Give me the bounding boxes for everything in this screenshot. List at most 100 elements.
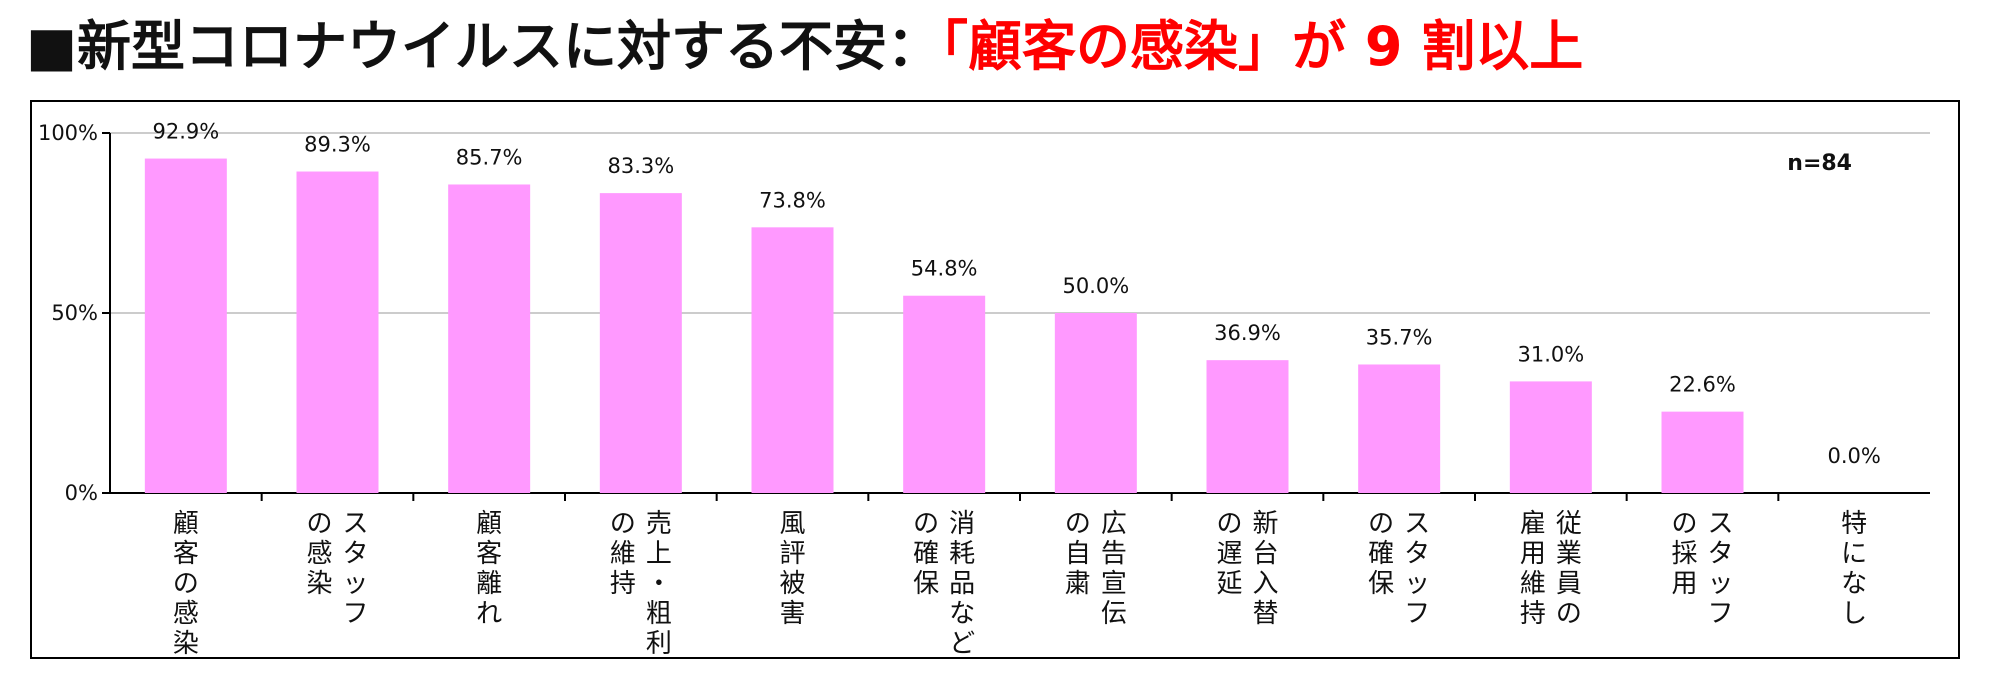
data-label: 50.0% [1062, 274, 1129, 298]
data-label: 89.3% [304, 133, 371, 157]
page-title-prefix: ■新型コロナウイルスに対する不安： [26, 15, 942, 78]
bar [751, 227, 834, 493]
category-char: 伝 [1101, 599, 1127, 629]
bar [1661, 411, 1744, 493]
bar [296, 171, 379, 493]
category-char: の [1368, 509, 1394, 539]
category-char: の [1671, 509, 1697, 539]
category-char: 保 [1368, 569, 1394, 599]
category-char: な [1841, 569, 1867, 599]
category-char: 持 [1520, 599, 1546, 629]
category-char: の [1556, 599, 1582, 629]
category-char: 品 [949, 569, 975, 599]
data-label: 0.0% [1827, 444, 1880, 468]
category-char: 確 [1368, 539, 1394, 569]
sample-size-label: n=84 [1787, 151, 1852, 176]
category-char: れ [476, 599, 502, 629]
category-char: 離 [476, 569, 502, 599]
data-label: 54.8% [911, 257, 978, 281]
category-char: ッ [1404, 569, 1430, 599]
category-char: の [306, 509, 332, 539]
category-char: ス [342, 509, 368, 539]
category-char: 確 [913, 539, 939, 569]
category-char: の [173, 569, 199, 599]
category-char: 利 [646, 629, 672, 659]
bar [1509, 381, 1592, 493]
category-char: 従 [1556, 509, 1582, 539]
category-char: 被 [779, 569, 805, 599]
y-tick-label: 100% [38, 121, 98, 145]
page-title-accent: 「顧客の感染」が 9 割以上 [941, 15, 1584, 78]
category-char: ッ [342, 569, 368, 599]
bar [1206, 360, 1289, 493]
category-char: 自 [1065, 539, 1091, 569]
category-char: 維 [610, 539, 636, 569]
category-char: 持 [610, 569, 636, 599]
category-char: の [1216, 509, 1242, 539]
category-char: タ [1404, 539, 1430, 569]
data-label: 83.3% [607, 154, 674, 178]
category-char: 感 [173, 599, 199, 629]
category-char: 宣 [1101, 569, 1127, 599]
bar [144, 158, 227, 493]
category-char: フ [1404, 599, 1430, 629]
category-char: 維 [1520, 569, 1546, 599]
category-char: 粛 [1065, 569, 1091, 599]
category-char: に [1841, 539, 1867, 569]
data-label: 73.8% [759, 188, 826, 212]
category-char: 売 [646, 509, 672, 539]
category-char: フ [1707, 599, 1733, 629]
category-char: 新 [1252, 509, 1278, 539]
category-char: 染 [306, 569, 332, 599]
category-char: 上 [646, 539, 672, 569]
category-char: な [949, 599, 975, 629]
category-char: 遅 [1216, 539, 1242, 569]
category-char: 評 [779, 539, 805, 569]
bar [1358, 364, 1441, 493]
category-char: 延 [1216, 569, 1242, 599]
data-label: 85.7% [456, 145, 523, 169]
category-char: の [1065, 509, 1091, 539]
category-char: 台 [1252, 539, 1278, 569]
bar [599, 193, 682, 493]
data-label: 35.7% [1366, 325, 1433, 349]
category-char: 感 [306, 539, 332, 569]
category-char: 告 [1101, 539, 1127, 569]
category-char: 顧 [173, 509, 199, 539]
page-title: ■新型コロナウイルスに対する不安：「顧客の感染」が 9 割以上 [26, 4, 1583, 90]
category-char: ッ [1707, 569, 1733, 599]
category-char: ど [949, 629, 975, 659]
category-char: の [913, 509, 939, 539]
category-char: 風 [779, 509, 805, 539]
category-char: 粗 [646, 599, 672, 629]
category-char: 消 [949, 509, 975, 539]
category-char: 用 [1671, 569, 1697, 599]
bar [448, 184, 531, 494]
category-char: 客 [173, 539, 199, 569]
category-char: 員 [1556, 569, 1582, 599]
y-tick-label: 0% [65, 481, 98, 505]
category-char: タ [342, 539, 368, 569]
category-char: 保 [913, 569, 939, 599]
data-label: 22.6% [1669, 373, 1736, 397]
category-char: ス [1707, 509, 1733, 539]
category-char: 用 [1520, 539, 1546, 569]
category-char: 害 [779, 599, 805, 629]
category-char: 替 [1252, 599, 1278, 629]
category-char: 顧 [476, 509, 502, 539]
category-char: 業 [1556, 539, 1582, 569]
category-char: の [610, 509, 636, 539]
data-label: 92.9% [152, 120, 219, 144]
category-char: フ [342, 599, 368, 629]
category-char: 採 [1671, 539, 1697, 569]
bar [1054, 313, 1137, 493]
category-char: し [1841, 599, 1867, 629]
category-char: 入 [1252, 569, 1278, 599]
data-label: 36.9% [1214, 321, 1281, 345]
data-label: 31.0% [1517, 342, 1584, 366]
category-char: 客 [476, 539, 502, 569]
bar [903, 295, 986, 493]
category-char: タ [1707, 539, 1733, 569]
category-char: ・ [646, 569, 672, 599]
